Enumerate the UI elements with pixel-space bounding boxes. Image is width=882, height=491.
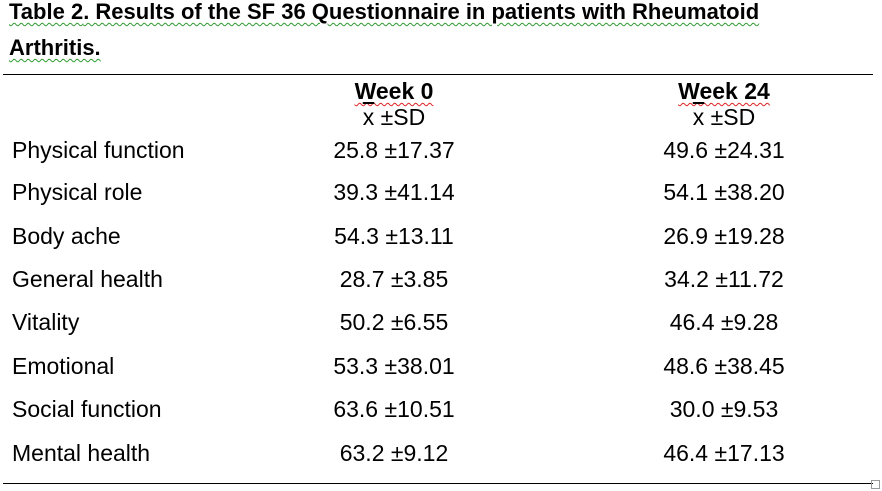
week24-value: 26.9 ±19.28 xyxy=(663,223,785,249)
week24-value: 46.4 ±17.13 xyxy=(663,440,785,466)
caption-text: . Results of the SF 36 Questionnaire in … xyxy=(83,0,760,24)
table-row: Physical function 25.8 ±17.37 49.6 ±24.3… xyxy=(0,135,882,165)
mean-symbol: x xyxy=(692,104,705,130)
column-heading: Week 0 xyxy=(354,78,434,104)
column-heading: Week 24 xyxy=(678,78,770,104)
week0-value: 25.8 ±17.37 xyxy=(333,137,455,163)
table-row: Body ache 54.3 ±13.11 26.9 ±19.28 xyxy=(0,221,882,251)
week0-value: 50.2 ±6.55 xyxy=(339,309,449,335)
row-label: Emotional xyxy=(12,353,115,379)
column-header-week24: Week 24 x ±SD xyxy=(624,78,824,130)
week0-value: 53.3 ±38.01 xyxy=(333,353,455,379)
week24-value: 49.6 ±24.31 xyxy=(663,137,785,163)
week24-value: 30.0 ±9.53 xyxy=(669,396,779,422)
row-label: Body ache xyxy=(12,223,121,249)
table-caption: Table 2. Results of the SF 36 Questionna… xyxy=(9,0,881,66)
week0-value: 39.3 ±41.14 xyxy=(333,179,455,205)
week0-value: 28.7 ±3.85 xyxy=(339,266,449,292)
caption-table-number: Table 2 xyxy=(9,0,84,24)
column-stat-label: x ±SD xyxy=(624,104,824,130)
week24-value: 54.1 ±38.20 xyxy=(663,179,785,205)
row-label: Physical function xyxy=(12,137,185,163)
table-row: Mental health 63.2 ±9.12 46.4 ±17.13 xyxy=(0,438,882,468)
week0-value: 63.2 ±9.12 xyxy=(339,440,449,466)
row-label: Physical role xyxy=(12,179,143,205)
row-label: Social function xyxy=(12,396,162,422)
row-label: Mental health xyxy=(12,440,151,466)
row-label: Vitality xyxy=(12,309,80,335)
table-row: Physical role 39.3 ±41.14 54.1 ±38.20 xyxy=(0,177,882,207)
table-bottom-rule xyxy=(3,483,873,484)
column-header-week0: Week 0 x ±SD xyxy=(294,78,494,130)
sd-label: ±SD xyxy=(704,104,756,130)
row-label: General health xyxy=(12,266,163,292)
week0-value: 54.3 ±13.11 xyxy=(334,223,454,249)
mean-symbol: x xyxy=(362,104,375,130)
week0-value: 63.6 ±10.51 xyxy=(333,396,455,422)
column-stat-label: x ±SD xyxy=(294,104,494,130)
sd-label: ±SD xyxy=(374,104,426,130)
table-row: Vitality 50.2 ±6.55 46.4 ±9.28 xyxy=(0,307,882,337)
caption-text-line2: Arthritis. xyxy=(9,35,101,60)
table-top-rule xyxy=(3,74,873,75)
week24-value: 34.2 ±11.72 xyxy=(664,266,784,292)
week24-value: 46.4 ±9.28 xyxy=(669,309,779,335)
table-row: General health 28.7 ±3.85 34.2 ±11.72 xyxy=(0,264,882,294)
resize-handle-icon[interactable] xyxy=(871,480,880,489)
table-row: Social function 63.6 ±10.51 30.0 ±9.53 xyxy=(0,394,882,424)
table-row: Emotional 53.3 ±38.01 48.6 ±38.45 xyxy=(0,351,882,381)
week24-value: 48.6 ±38.45 xyxy=(663,353,785,379)
